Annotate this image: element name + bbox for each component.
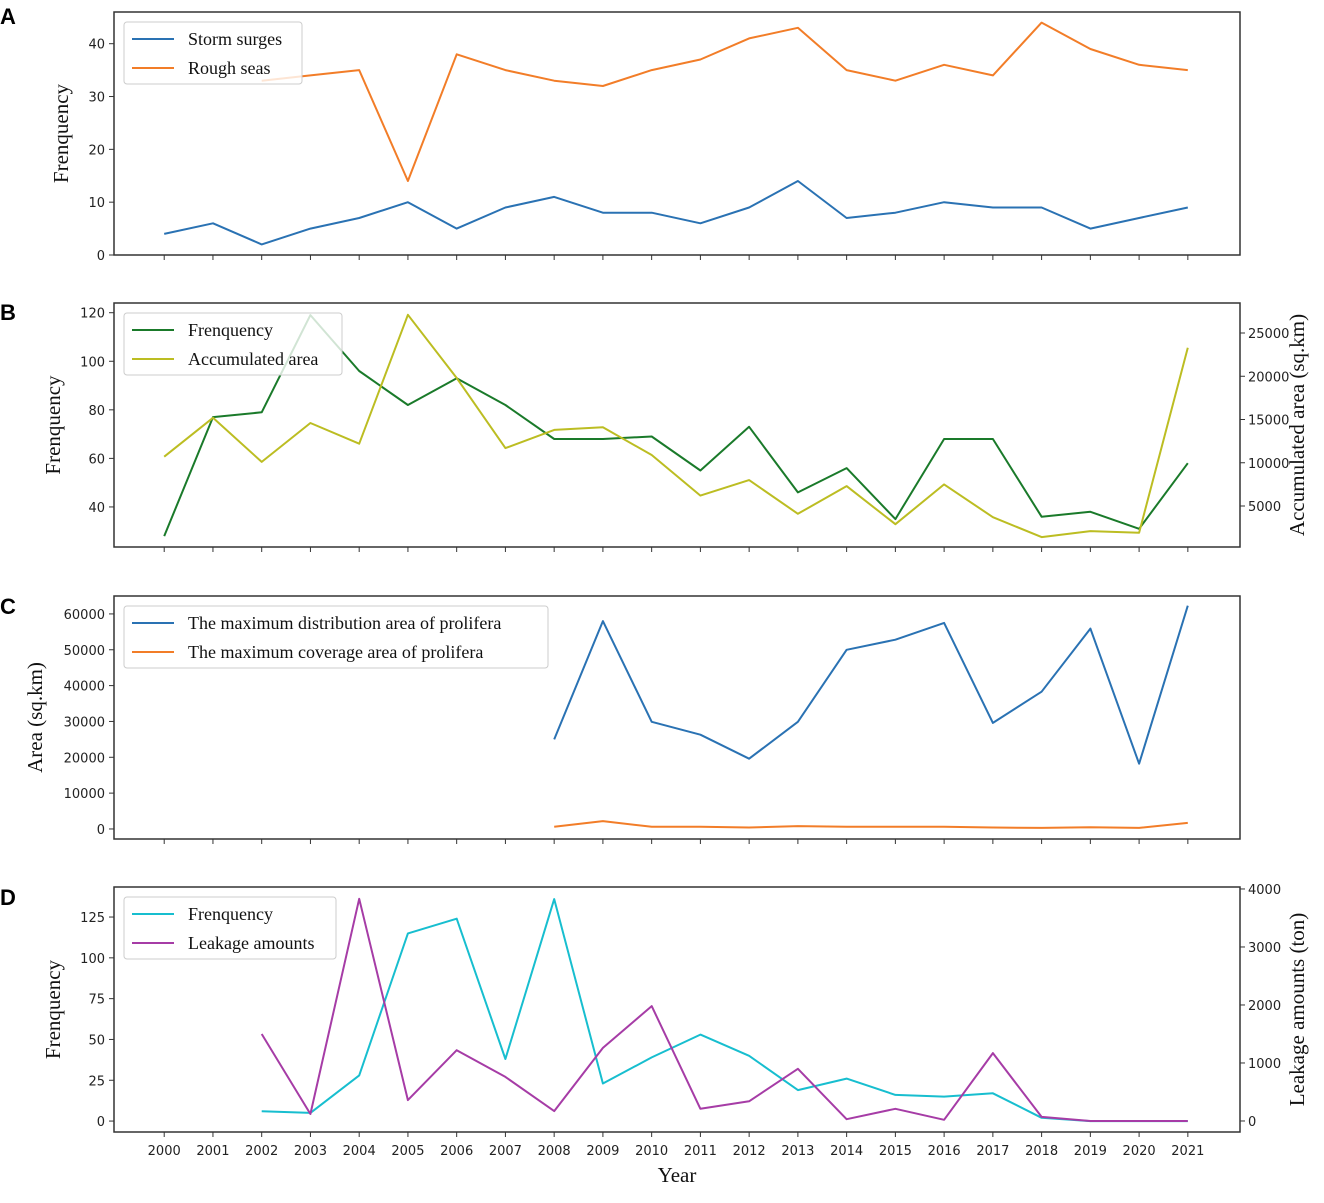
- y-tick-label: 0: [97, 1115, 105, 1130]
- x-tick-label: 2007: [489, 1144, 522, 1159]
- y-tick-label: 125: [80, 911, 105, 926]
- x-tick-label: 2000: [148, 1144, 181, 1159]
- y-tick-label: 80: [88, 404, 105, 419]
- y-tick-label: 30: [88, 91, 105, 106]
- panel-C: C 0 10000 20000 30000 40000 50000 60000 Area (sq…: [0, 594, 1240, 844]
- y-tick-label: 20: [88, 143, 105, 158]
- y-tick-label: 20000: [64, 751, 105, 766]
- y-right-tick-label: 25000: [1248, 327, 1289, 342]
- y-right-tick-label: 2000: [1248, 999, 1281, 1014]
- x-tick-label: 2019: [1074, 1144, 1107, 1159]
- y-tick-label: 120: [80, 307, 105, 322]
- series-line-2: [262, 899, 1188, 1121]
- y-tick-label: 60000: [64, 608, 105, 623]
- y-tick-label: 60: [88, 452, 105, 467]
- y-tick-label: 10000: [64, 787, 105, 802]
- x-tick-label: 2014: [830, 1144, 863, 1159]
- legend-label: Accumulated area: [188, 349, 318, 369]
- y-tick-label: 0: [97, 249, 105, 264]
- x-tick-label: 2002: [245, 1144, 278, 1159]
- x-tick-label: 2001: [196, 1144, 229, 1159]
- legend-label: Storm surges: [188, 29, 282, 49]
- legend-label: Rough seas: [188, 58, 271, 78]
- y-right-tick-label: 3000: [1248, 941, 1281, 956]
- x-tick-label: 2003: [294, 1144, 327, 1159]
- y-right-axis-label: Leakage amounts (ton): [1285, 913, 1309, 1107]
- y-tick-label: 10: [88, 196, 105, 211]
- y-axis-label: Frenquency: [41, 959, 65, 1059]
- y-right-tick-label: 20000: [1248, 370, 1289, 385]
- x-tick-label: 2006: [440, 1144, 473, 1159]
- y-right-axis-label: Accumulated area (sq.km): [1285, 314, 1309, 536]
- series-line-2: [262, 23, 1188, 181]
- legend-label: The maximum coverage area of prolifera: [188, 642, 483, 662]
- y-right-tick-label: 5000: [1248, 500, 1281, 515]
- y-tick-label: 100: [80, 952, 105, 967]
- x-tick-label: 2008: [538, 1144, 571, 1159]
- y-right-tick-label: 15000: [1248, 414, 1289, 429]
- series-line-1: [164, 181, 1188, 244]
- y-tick-label: 0: [97, 823, 105, 838]
- x-tick-label: 2015: [879, 1144, 912, 1159]
- y-right-tick-label: 4000: [1248, 883, 1281, 898]
- legend: The maximum distribution area of prolife…: [124, 606, 548, 668]
- x-tick-label: 2021: [1171, 1144, 1204, 1159]
- y-axis-label: Area (sq.km): [23, 662, 47, 773]
- series-line-1: [554, 606, 1188, 764]
- legend-label: Frenquency: [188, 320, 273, 340]
- y-tick-label: 40000: [64, 680, 105, 695]
- x-tick-label: 2016: [928, 1144, 961, 1159]
- series-line-1: [262, 899, 1188, 1121]
- y-tick-label: 40: [88, 38, 105, 53]
- panel-D: D 2000 2001 2002 2003 2004 2005 2006 2007 2008 200…: [0, 883, 1309, 1187]
- x-tick-label: 2004: [343, 1144, 376, 1159]
- panel-label: B: [0, 300, 16, 325]
- y-axis-label: Frenquency: [41, 375, 65, 475]
- y-axis-label: Frenquency: [49, 83, 73, 183]
- legend-label: The maximum distribution area of prolife…: [188, 613, 501, 633]
- y-tick-label: 25: [88, 1074, 105, 1089]
- panel-label: A: [0, 4, 16, 29]
- panel-label: C: [0, 594, 16, 619]
- legend-label: Frenquency: [188, 904, 273, 924]
- y-right-tick-label: 10000: [1248, 457, 1289, 472]
- x-tick-label: 2005: [391, 1144, 424, 1159]
- x-tick-label: 2013: [781, 1144, 814, 1159]
- x-tick-label: 2010: [635, 1144, 668, 1159]
- legend-label: Leakage amounts: [188, 933, 314, 953]
- legend: Storm surges Rough seas: [124, 22, 302, 84]
- x-tick-label: 2017: [976, 1144, 1009, 1159]
- x-tick-label: 2020: [1123, 1144, 1156, 1159]
- y-tick-label: 40: [88, 501, 105, 516]
- x-axis-label: Year: [658, 1163, 697, 1187]
- y-right-tick-label: 0: [1248, 1115, 1256, 1130]
- series-line-2: [554, 821, 1188, 828]
- y-tick-label: 30000: [64, 715, 105, 730]
- panel-A: A 0 10 20 30 40 Frenquency Storm surges Rough se…: [0, 4, 1240, 264]
- y-tick-label: 50000: [64, 644, 105, 659]
- x-tick-label: 2012: [733, 1144, 766, 1159]
- y-tick-label: 100: [80, 355, 105, 370]
- x-tick-label: 2011: [684, 1144, 717, 1159]
- x-tick-label: 2009: [586, 1144, 619, 1159]
- legend: Frenquency Leakage amounts: [124, 897, 336, 959]
- panel-B: B 40 60 80 100 120 5000 10000 15000 20000 25000 Fre…: [0, 300, 1309, 552]
- x-tick-label: 2018: [1025, 1144, 1058, 1159]
- y-tick-label: 75: [88, 993, 105, 1008]
- panel-label: D: [0, 885, 16, 910]
- y-right-tick-label: 1000: [1248, 1057, 1281, 1072]
- y-tick-label: 50: [88, 1033, 105, 1048]
- legend: Frenquency Accumulated area: [124, 313, 342, 375]
